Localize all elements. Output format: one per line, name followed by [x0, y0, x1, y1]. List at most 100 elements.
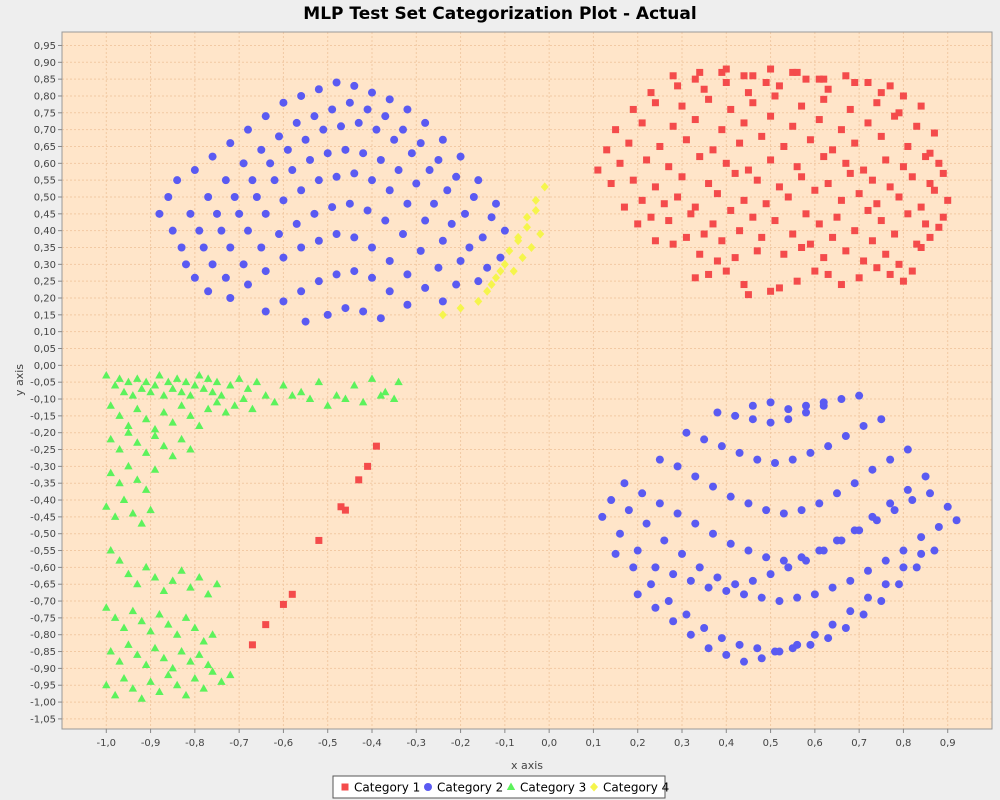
data-point	[164, 192, 173, 201]
legend-label: Category 1	[354, 781, 420, 795]
data-point	[195, 650, 204, 658]
data-point	[749, 99, 757, 107]
data-point	[837, 281, 845, 289]
data-point	[305, 394, 315, 403]
data-point	[611, 549, 620, 558]
data-point	[102, 603, 111, 611]
data-point	[797, 553, 806, 562]
data-point	[133, 475, 142, 483]
y-tick-label: -0,05	[30, 378, 56, 389]
data-point	[296, 387, 306, 396]
data-point	[368, 88, 376, 97]
data-point	[882, 156, 890, 164]
data-point	[779, 509, 788, 518]
data-point	[195, 572, 204, 581]
data-point	[811, 186, 819, 194]
data-point	[438, 310, 447, 320]
data-point	[594, 166, 602, 174]
data-point	[846, 576, 855, 585]
data-point	[164, 670, 173, 679]
legend-marker	[341, 783, 349, 791]
data-point	[208, 152, 217, 161]
data-point	[740, 281, 748, 289]
data-point	[500, 226, 509, 235]
data-point	[389, 394, 399, 403]
data-point	[903, 445, 912, 454]
data-point	[443, 186, 452, 195]
data-point	[106, 546, 115, 554]
data-point	[186, 583, 195, 591]
data-point	[212, 377, 222, 386]
data-point	[829, 146, 837, 154]
data-point	[124, 640, 133, 648]
data-point	[722, 650, 731, 659]
data-point	[115, 556, 124, 564]
y-tick-label: 0,55	[34, 176, 56, 187]
data-point	[124, 569, 133, 578]
data-point	[186, 411, 195, 419]
data-points	[102, 65, 961, 702]
data-point	[164, 620, 173, 628]
data-point	[740, 119, 748, 127]
data-point	[474, 296, 483, 306]
data-point	[221, 176, 230, 185]
data-point	[705, 95, 713, 103]
data-point	[195, 421, 204, 429]
y-tick-label: -0,60	[30, 563, 56, 574]
data-point	[859, 421, 868, 430]
data-point	[350, 381, 359, 389]
data-point	[709, 146, 717, 154]
y-tick-label: -1,00	[30, 698, 56, 709]
data-point	[895, 580, 903, 589]
data-point	[150, 381, 160, 389]
data-point	[935, 223, 943, 231]
data-point	[332, 78, 341, 87]
data-point	[168, 576, 177, 584]
data-point	[341, 145, 350, 154]
data-point	[744, 546, 753, 555]
data-point	[913, 240, 921, 248]
data-point	[483, 286, 492, 296]
legend-marker	[424, 783, 432, 791]
y-tick-label: -1,05	[30, 714, 56, 725]
data-point	[638, 119, 646, 127]
data-point	[789, 68, 797, 76]
data-point	[815, 546, 824, 555]
y-tick-label: -0,65	[30, 580, 56, 591]
data-point	[891, 112, 899, 120]
data-point	[239, 394, 248, 403]
data-point	[762, 200, 770, 208]
data-point	[155, 209, 164, 218]
data-point	[421, 216, 430, 225]
data-point	[860, 166, 868, 174]
y-axis-ticks: 0,95 0,90 0,85 0,80 0,75 0,70 0,65 0,60 0,55 0,50…	[30, 41, 62, 725]
series-2	[155, 78, 961, 666]
data-point	[199, 636, 208, 645]
data-point	[952, 516, 961, 525]
data-point	[146, 626, 155, 635]
data-point	[341, 304, 350, 313]
data-point	[204, 192, 213, 201]
data-point	[456, 152, 465, 161]
data-point	[119, 387, 129, 396]
data-point	[137, 694, 146, 702]
data-point	[886, 499, 895, 508]
data-point	[288, 166, 297, 175]
data-point	[385, 287, 394, 296]
y-tick-label: -0,80	[30, 630, 56, 641]
data-point	[748, 401, 757, 410]
data-point	[722, 267, 730, 275]
data-point	[181, 690, 191, 699]
data-point	[124, 428, 133, 436]
data-point	[762, 553, 771, 562]
data-point	[124, 377, 133, 386]
data-point	[753, 644, 762, 653]
legend-label: Category 4	[603, 781, 669, 795]
data-point	[748, 576, 757, 585]
data-point	[833, 536, 841, 545]
data-point	[934, 522, 943, 531]
data-point	[540, 182, 549, 192]
series-1	[248, 65, 952, 649]
y-tick-label: -0,35	[30, 479, 56, 490]
data-point	[279, 98, 288, 107]
